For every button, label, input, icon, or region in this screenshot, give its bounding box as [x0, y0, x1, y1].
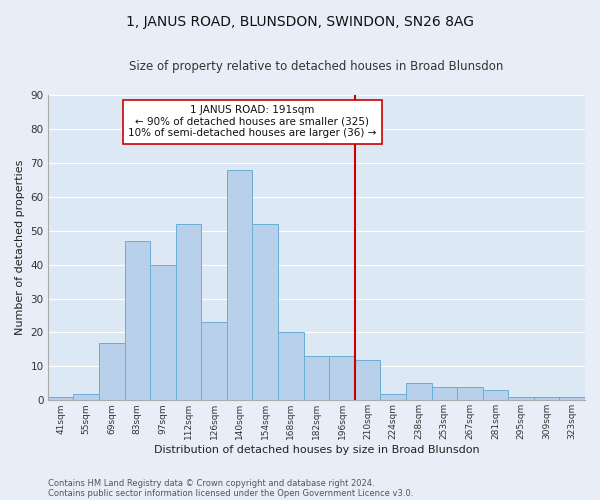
- Bar: [150, 264, 176, 400]
- Bar: [355, 360, 380, 401]
- Bar: [73, 394, 99, 400]
- Bar: [482, 390, 508, 400]
- Bar: [457, 386, 482, 400]
- Bar: [534, 397, 559, 400]
- Text: Contains public sector information licensed under the Open Government Licence v3: Contains public sector information licen…: [48, 488, 413, 498]
- Bar: [559, 397, 585, 400]
- Bar: [508, 397, 534, 400]
- Bar: [278, 332, 304, 400]
- Y-axis label: Number of detached properties: Number of detached properties: [15, 160, 25, 336]
- Bar: [406, 384, 431, 400]
- Bar: [304, 356, 329, 401]
- Text: 1 JANUS ROAD: 191sqm
← 90% of detached houses are smaller (325)
10% of semi-deta: 1 JANUS ROAD: 191sqm ← 90% of detached h…: [128, 105, 377, 138]
- Bar: [176, 224, 202, 400]
- Text: Contains HM Land Registry data © Crown copyright and database right 2024.: Contains HM Land Registry data © Crown c…: [48, 478, 374, 488]
- Bar: [227, 170, 253, 400]
- X-axis label: Distribution of detached houses by size in Broad Blunsdon: Distribution of detached houses by size …: [154, 445, 479, 455]
- Text: 1, JANUS ROAD, BLUNSDON, SWINDON, SN26 8AG: 1, JANUS ROAD, BLUNSDON, SWINDON, SN26 8…: [126, 15, 474, 29]
- Bar: [99, 342, 125, 400]
- Bar: [48, 397, 73, 400]
- Bar: [329, 356, 355, 401]
- Bar: [202, 322, 227, 400]
- Bar: [125, 241, 150, 400]
- Bar: [253, 224, 278, 400]
- Title: Size of property relative to detached houses in Broad Blunsdon: Size of property relative to detached ho…: [129, 60, 503, 73]
- Bar: [380, 394, 406, 400]
- Bar: [431, 386, 457, 400]
